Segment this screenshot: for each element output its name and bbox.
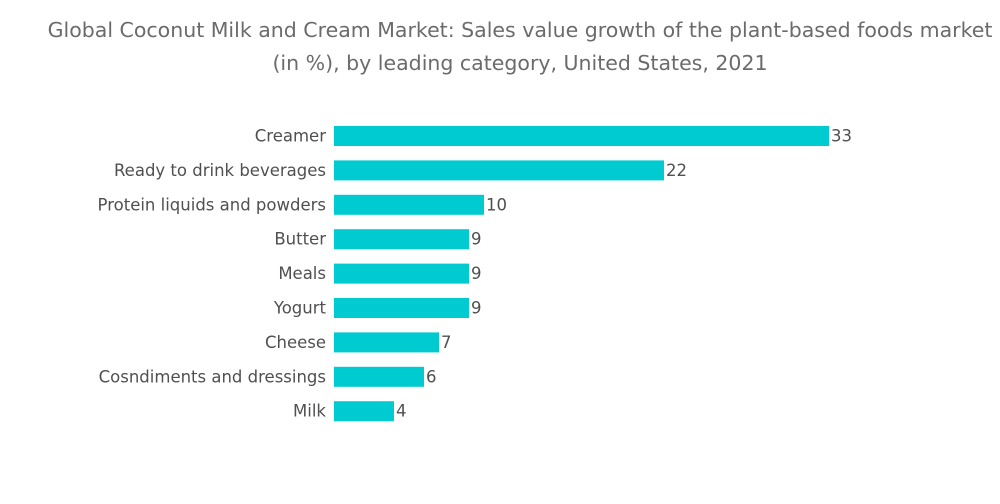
bars <box>334 126 829 422</box>
value-label: 4 <box>396 402 407 421</box>
value-label: 9 <box>471 264 482 283</box>
value-label: 9 <box>471 299 482 318</box>
bar <box>334 263 469 284</box>
category-labels: Creamer Ready to drink beverages Protein l… <box>98 127 327 421</box>
category-label: Ready to drink beverages <box>114 161 326 180</box>
value-label: 9 <box>471 230 482 249</box>
bar <box>334 332 439 353</box>
chart-title: Global Coconut Milk and Cream Market: Sa… <box>47 18 993 75</box>
category-label: Butter <box>274 230 326 249</box>
bar <box>334 194 484 215</box>
bar <box>334 401 394 422</box>
bar <box>334 126 829 146</box>
value-label: 6 <box>426 367 437 386</box>
bar <box>334 366 424 387</box>
category-label: Yogurt <box>273 299 327 318</box>
category-label: Cosndiments and dressings <box>99 367 326 386</box>
bar <box>334 298 469 318</box>
category-label: Milk <box>293 402 326 421</box>
value-label: 22 <box>666 161 687 180</box>
category-label: Cheese <box>265 333 326 352</box>
category-label: Creamer <box>255 127 326 146</box>
category-label: Meals <box>278 264 326 283</box>
value-label: 33 <box>831 127 852 146</box>
value-label: 10 <box>486 195 507 214</box>
value-label: 7 <box>441 333 452 352</box>
category-label: Protein liquids and powders <box>98 195 326 214</box>
bar <box>334 229 469 250</box>
bar <box>334 160 664 181</box>
